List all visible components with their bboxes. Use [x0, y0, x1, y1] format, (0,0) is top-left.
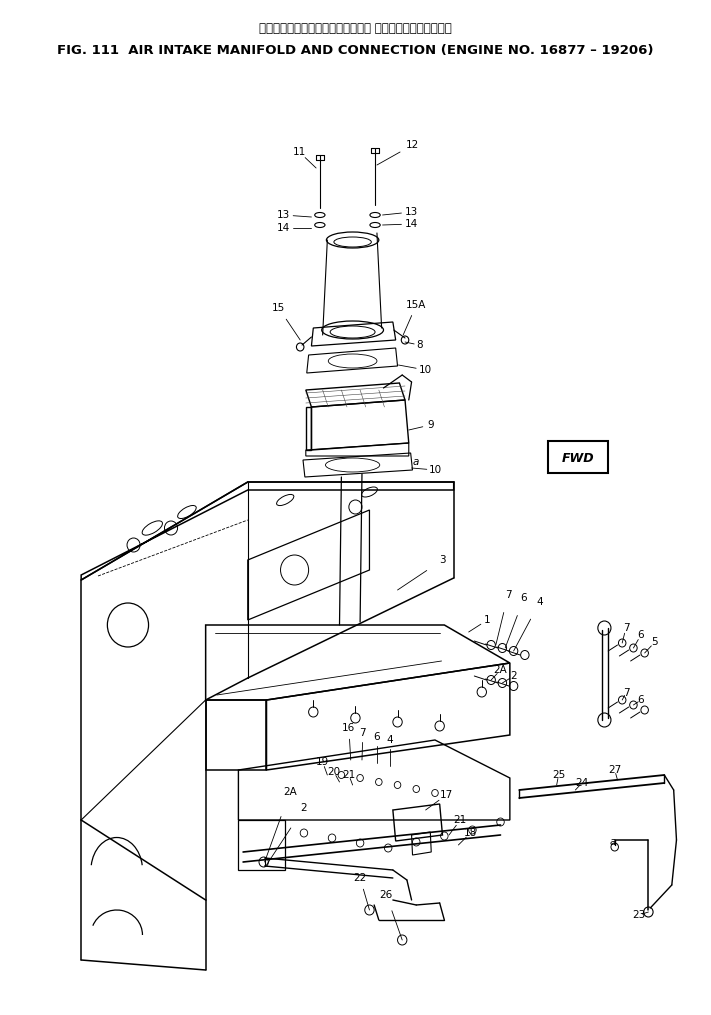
Text: 9: 9 [427, 420, 434, 430]
Text: 6: 6 [638, 630, 644, 640]
Text: 7: 7 [623, 623, 629, 633]
Text: 2A: 2A [283, 787, 296, 797]
Text: 6: 6 [520, 593, 528, 603]
Text: 14: 14 [277, 223, 290, 233]
Text: 27: 27 [608, 765, 621, 775]
Text: 14: 14 [405, 219, 418, 229]
Text: 15A: 15A [406, 300, 427, 310]
Text: 21: 21 [454, 815, 467, 825]
Text: a: a [609, 837, 616, 847]
Text: 5: 5 [652, 637, 658, 647]
Text: 7: 7 [505, 590, 511, 600]
Text: 26: 26 [380, 890, 393, 900]
Text: エアーインテークマニホールおよび コネクション　通用号機: エアーインテークマニホールおよび コネクション 通用号機 [259, 21, 451, 35]
Text: 24: 24 [575, 779, 589, 788]
Text: FWD: FWD [562, 452, 594, 465]
Text: FIG. 111  AIR INTAKE MANIFOLD AND CONNECTION (ENGINE NO. 16877 – 19206): FIG. 111 AIR INTAKE MANIFOLD AND CONNECT… [57, 44, 653, 57]
Text: 16: 16 [342, 723, 356, 733]
Text: 25: 25 [552, 770, 565, 780]
Text: 22: 22 [353, 873, 367, 883]
Text: 7: 7 [623, 688, 629, 698]
Text: 17: 17 [439, 790, 453, 800]
Text: 23: 23 [632, 910, 646, 920]
Text: 2: 2 [510, 671, 517, 681]
Text: 10: 10 [419, 365, 432, 375]
Text: 19: 19 [316, 757, 329, 767]
Text: 8: 8 [416, 340, 422, 350]
Text: 1: 1 [484, 615, 491, 625]
Text: 4: 4 [537, 597, 543, 607]
Text: 12: 12 [406, 140, 419, 150]
Text: 15: 15 [272, 303, 285, 313]
Text: 10: 10 [429, 465, 442, 475]
Text: 11: 11 [293, 147, 306, 157]
Text: 3: 3 [439, 555, 446, 565]
Text: a: a [413, 457, 419, 467]
Text: 7: 7 [360, 728, 366, 738]
Text: 6: 6 [638, 695, 644, 705]
Text: 2: 2 [301, 803, 307, 813]
Text: 13: 13 [277, 210, 290, 220]
Text: 20: 20 [327, 767, 341, 777]
Text: 4: 4 [387, 735, 393, 745]
Text: 6: 6 [374, 732, 380, 742]
Text: 13: 13 [405, 207, 418, 217]
Text: 18: 18 [464, 828, 477, 838]
Text: 2A: 2A [493, 665, 508, 675]
Text: 21: 21 [342, 770, 356, 780]
